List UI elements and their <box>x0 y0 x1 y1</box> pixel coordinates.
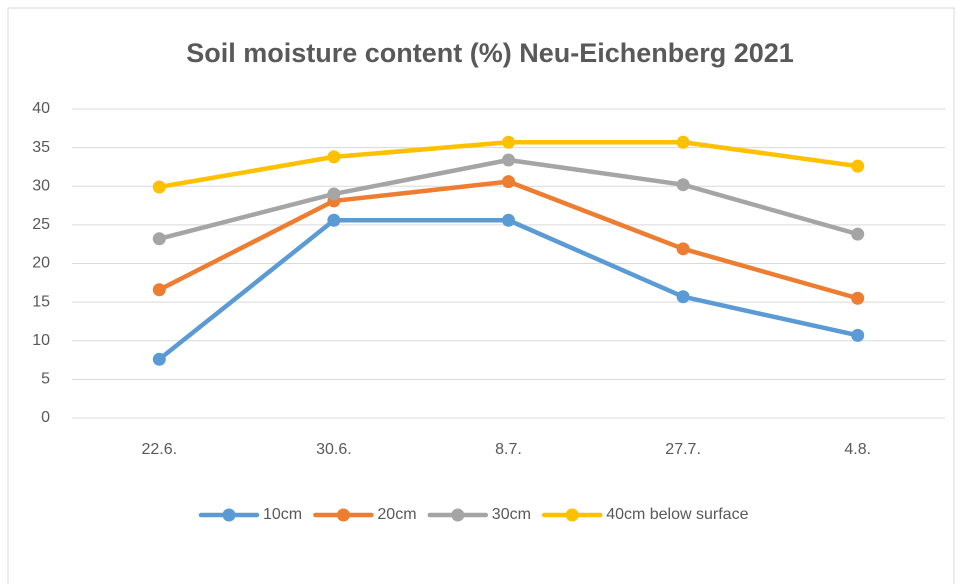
y-tick-label: 25 <box>32 216 50 233</box>
data-point <box>327 187 341 201</box>
data-point <box>676 135 690 149</box>
data-point <box>676 290 690 304</box>
x-tick-label: 4.8. <box>844 441 871 458</box>
chart-title: Soil moisture content (%) Neu-Eichenberg… <box>186 38 794 68</box>
legend-label: 40cm below surface <box>606 506 748 523</box>
y-tick-label: 35 <box>32 139 50 156</box>
y-tick-label: 30 <box>32 177 50 194</box>
data-point <box>152 283 166 297</box>
legend-marker <box>222 508 236 522</box>
legend-label: 30cm <box>492 506 531 523</box>
legend-label: 20cm <box>377 506 416 523</box>
x-tick-label: 8.7. <box>495 441 522 458</box>
x-tick-label: 27.7. <box>665 441 701 458</box>
x-tick-label: 22.6. <box>142 441 178 458</box>
y-tick-label: 40 <box>32 100 50 117</box>
data-point <box>327 150 341 164</box>
chart-border <box>7 7 955 584</box>
y-tick-label: 20 <box>32 255 50 272</box>
data-point <box>676 242 690 256</box>
data-point <box>152 352 166 366</box>
y-tick-label: 0 <box>41 409 50 426</box>
data-point <box>851 291 865 305</box>
data-point <box>851 159 865 173</box>
legend-marker <box>565 508 579 522</box>
data-point <box>502 135 515 149</box>
data-point <box>502 153 515 167</box>
legend-label: 10cm <box>263 506 302 523</box>
y-tick-label: 15 <box>32 293 50 310</box>
data-point <box>502 175 515 189</box>
legend-marker <box>451 508 465 522</box>
y-tick-label: 5 <box>41 371 50 388</box>
data-point <box>851 227 865 241</box>
data-point <box>152 232 166 246</box>
data-point <box>676 178 690 192</box>
y-tick-label: 10 <box>32 332 50 349</box>
data-point <box>502 213 515 227</box>
x-tick-label: 30.6. <box>316 441 352 458</box>
data-point <box>152 180 166 194</box>
legend-marker <box>336 508 350 522</box>
data-point <box>327 213 341 227</box>
data-point <box>851 328 865 342</box>
